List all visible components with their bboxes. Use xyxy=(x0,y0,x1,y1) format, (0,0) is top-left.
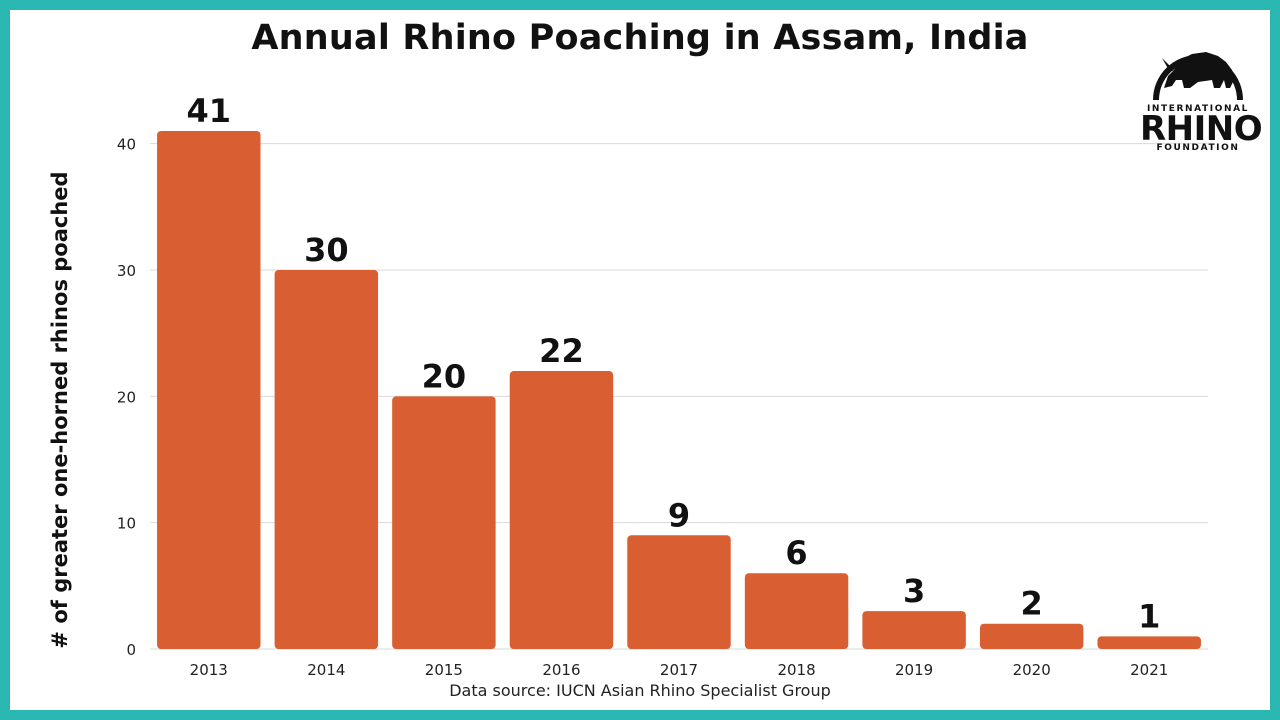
bar xyxy=(862,611,966,649)
x-tick-label: 2016 xyxy=(542,661,580,679)
bar xyxy=(979,623,1084,649)
bar-value-label: 2 xyxy=(1021,585,1043,623)
x-tick-label: 2021 xyxy=(1130,661,1168,679)
chart-title: Annual Rhino Poaching in Assam, India xyxy=(251,18,1029,58)
bar-value-label: 41 xyxy=(187,92,232,130)
bar xyxy=(157,131,261,649)
bar xyxy=(744,573,849,649)
data-source-note: Data source: IUCN Asian Rhino Specialist… xyxy=(449,681,831,700)
y-tick-label: 10 xyxy=(117,515,136,533)
bar-value-label: 20 xyxy=(422,357,467,395)
bar xyxy=(1097,636,1201,649)
y-tick-label: 20 xyxy=(117,388,136,406)
bar xyxy=(627,535,731,649)
bar xyxy=(392,396,496,649)
bar-value-label: 3 xyxy=(903,572,925,610)
y-tick-label: 0 xyxy=(126,641,136,659)
x-tick-label: 2018 xyxy=(777,661,815,679)
x-tick-label: 2015 xyxy=(425,661,463,679)
bar-value-label: 22 xyxy=(539,332,584,370)
rhino-icon xyxy=(1153,52,1243,101)
x-tick-label: 2020 xyxy=(1013,661,1051,679)
x-tick-label: 2019 xyxy=(895,661,933,679)
bar-value-label: 6 xyxy=(785,534,807,572)
y-tick-label: 40 xyxy=(117,136,136,154)
bar-value-label: 30 xyxy=(304,231,349,269)
logo-text-foundation: FOUNDATION xyxy=(1156,143,1240,153)
logo-text-international: INTERNATIONAL xyxy=(1146,104,1250,114)
x-tick-label: 2014 xyxy=(307,661,345,679)
x-tick-label: 2013 xyxy=(190,661,228,679)
bar-value-label: 9 xyxy=(668,496,690,534)
bar xyxy=(509,371,614,649)
y-tick-label: 30 xyxy=(117,262,136,280)
bar xyxy=(274,269,379,649)
logo-text-rhino: RHINO xyxy=(1140,109,1263,149)
x-tick-label: 2017 xyxy=(660,661,698,679)
rhino-foundation-logo: INTERNATIONAL RHINO FOUNDATION xyxy=(1140,30,1263,156)
bar-value-label: 1 xyxy=(1138,597,1160,635)
